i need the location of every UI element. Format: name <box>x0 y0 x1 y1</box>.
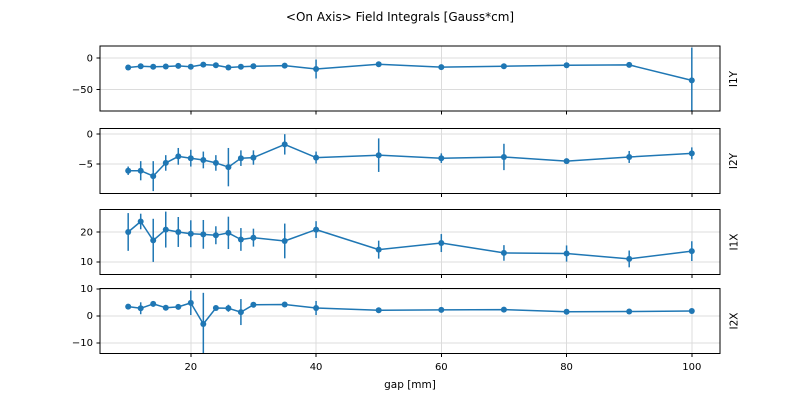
error-bars <box>127 47 693 111</box>
y-tick-label: −10 <box>72 338 93 349</box>
data-line <box>128 63 692 82</box>
y-tick-label: 10 <box>80 284 93 295</box>
x-tick-label: 20 <box>184 362 197 373</box>
data-line <box>128 143 692 177</box>
y-tick-label: 0 <box>87 130 93 141</box>
x-axis-label: gap [mm] <box>384 379 436 391</box>
gridlines <box>100 288 720 354</box>
tick-marks <box>96 133 693 197</box>
subplot-i1y: 0 −50 <box>72 45 721 115</box>
gridlines <box>100 209 720 275</box>
data-line <box>128 302 692 325</box>
subplot-i2y: 0 −5 <box>78 128 721 197</box>
y-tick-label: 0 <box>87 53 93 64</box>
data-markers <box>125 218 695 262</box>
error-bars <box>127 211 693 268</box>
subplot-ylabel-i1y: I1Y <box>727 70 740 87</box>
y-tick-label: 20 <box>80 227 93 238</box>
y-tick-label: 0 <box>87 311 93 322</box>
gridlines <box>100 46 720 111</box>
axes-frame <box>99 288 721 354</box>
axes-frame <box>99 209 721 275</box>
chart-title: <On Axis> Field Integrals [Gauss*cm] <box>285 10 515 24</box>
x-tick-label: 80 <box>560 362 573 373</box>
data-markers <box>125 299 695 327</box>
y-tick-label: −5 <box>78 159 93 170</box>
tick-marks <box>96 57 693 115</box>
subplot-ylabel-i1x: I1X <box>727 233 740 251</box>
tick-marks <box>96 231 693 278</box>
data-line <box>127 220 692 260</box>
axes-frame <box>99 45 721 112</box>
data-markers <box>125 61 695 84</box>
x-tick-label: 40 <box>310 362 323 373</box>
y-tick-label: −50 <box>72 85 93 96</box>
y-tick-label: 10 <box>80 257 93 268</box>
data-markers <box>125 141 695 180</box>
subplot-ylabel-i2x: I2X <box>727 312 740 330</box>
error-bars <box>127 290 693 354</box>
tick-marks <box>96 288 693 357</box>
axes-frame <box>99 128 721 194</box>
x-tick-label: 100 <box>682 362 701 373</box>
gridlines <box>100 128 720 194</box>
subplot-ylabel-i2y: I2Y <box>727 152 740 170</box>
x-tick-label: 60 <box>435 362 448 373</box>
